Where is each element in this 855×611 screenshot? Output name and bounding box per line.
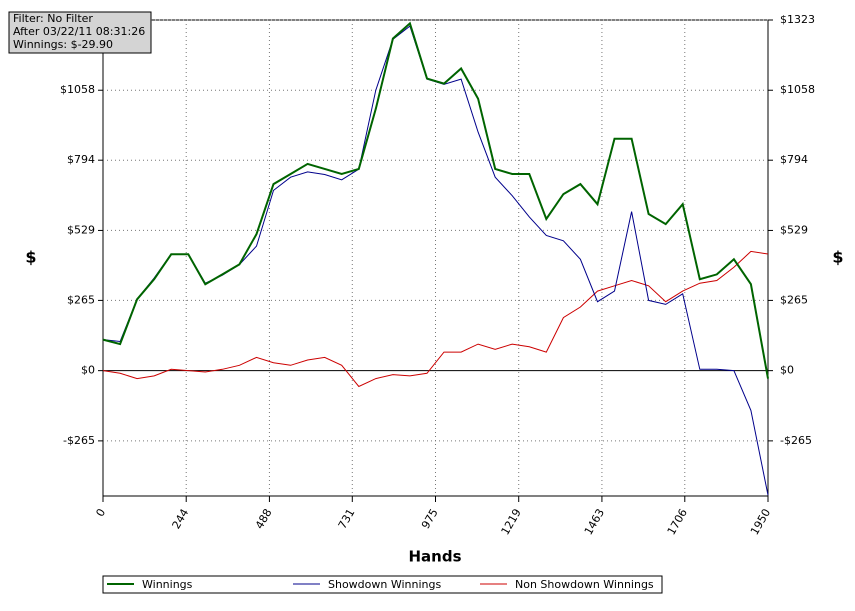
- y-tick-label: -$265: [63, 434, 95, 447]
- y-tick-label: $265: [67, 293, 95, 306]
- y2-tick-label: $794: [780, 153, 808, 166]
- x-axis-label: Hands: [408, 548, 461, 566]
- y-tick-label: $529: [67, 223, 95, 236]
- y-tick-label: $0: [81, 364, 95, 377]
- y2-tick-label: $1058: [780, 83, 815, 96]
- y2-tick-label: -$265: [780, 434, 812, 447]
- y-tick-label: $1058: [60, 83, 95, 96]
- series-line: [102, 21, 769, 379]
- y2-tick-label: $265: [780, 293, 808, 306]
- annotation-text: After 03/22/11 08:31:26: [13, 25, 145, 38]
- annotation-text: Winnings: $-29.90: [13, 38, 113, 51]
- y2-tick-label: $0: [780, 364, 794, 377]
- y-tick-label: $794: [67, 153, 95, 166]
- annotation-box: [8, 11, 152, 54]
- legend-label: Winnings: [142, 578, 193, 591]
- legend: [102, 575, 663, 594]
- y-axis-label: $: [25, 248, 36, 267]
- annotation-text: Filter: No Filter: [13, 12, 93, 25]
- y2-axis-label: $: [832, 248, 843, 267]
- series-line: [102, 250, 769, 388]
- legend-label: Showdown Winnings: [328, 578, 442, 591]
- legend-label: Non Showdown Winnings: [515, 578, 654, 591]
- y2-tick-label: $529: [780, 223, 808, 236]
- y2-tick-label: $1323: [780, 13, 815, 26]
